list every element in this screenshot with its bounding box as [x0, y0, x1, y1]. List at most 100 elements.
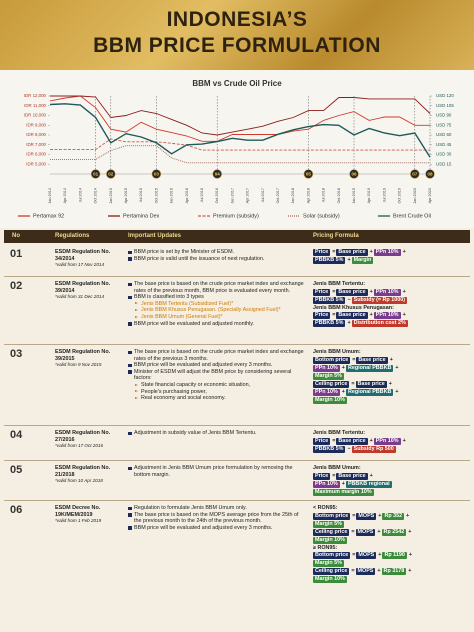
marker [349, 169, 359, 179]
marker [90, 169, 101, 179]
formula-operator: = [351, 568, 355, 575]
y2-tick-label: USD 75 [436, 122, 452, 127]
update-item: The base price is based on the crude pri… [128, 281, 306, 294]
x-tick-label: Oct 2019 [398, 188, 402, 203]
formula-operator: + [388, 380, 392, 387]
x-tick-label: Jul 2014 [78, 188, 82, 202]
update-item: Adjustment in Jenis BBM Umum price formu… [128, 465, 306, 478]
y-tick-label: IDR 6,000 [26, 152, 46, 157]
x-tick-label: Jul 2016 [200, 188, 204, 202]
series-line [50, 95, 431, 136]
y-tick-label: IDR 9,000 [26, 122, 46, 127]
formula-term: Bottom price [313, 512, 351, 520]
formula-term: Base price [336, 312, 368, 320]
formula-operator: = [352, 356, 356, 363]
update-item: BBM price is set by the Minister of ESDM… [128, 249, 306, 256]
formula-operator: + [395, 388, 399, 395]
row-separator [4, 344, 470, 345]
valid-date: *valid from 31 Dec 2014 [55, 294, 105, 300]
formula-term: Margin 5% [313, 520, 344, 528]
formula-line: Maximum margin 10% [313, 488, 471, 496]
marker-label: 06 [351, 171, 357, 176]
formula-line: Ceiling price = MOPS + Rp 3178 + [313, 568, 471, 576]
formula-operator: + [341, 364, 345, 371]
row-number: 04 [10, 429, 23, 441]
regulation: ESDM Regulation No. 39/2015 *valid from 9… [55, 349, 123, 369]
regulation-name: ESDM Regulation No. 39/2014 [55, 281, 111, 294]
formula-term: Bottom price [313, 552, 351, 560]
formula-line: Price = Base price + PPn 10% + [313, 288, 471, 296]
updates: Adjustment in subsidy value of Jenis BBM… [128, 430, 306, 437]
formula-term: PBBKB regional [345, 480, 392, 488]
formula-term: PBBKB 5% [313, 320, 346, 328]
formula-operator: = [332, 288, 336, 295]
column-header: No [12, 233, 20, 239]
formula-line: PBBKB 5% + Distribution cost 2% [313, 320, 471, 328]
formula-term: Margin [351, 257, 374, 264]
marker [409, 169, 420, 179]
row-separator [4, 425, 470, 426]
x-tick-label: Jul 2019 [382, 188, 386, 202]
formula-term: Price [313, 472, 331, 480]
formula-operator: + [408, 528, 412, 535]
formula-term: PBBKB 5% [313, 445, 346, 453]
y2-tick-label: USD 30 [436, 152, 452, 157]
legend-label: Brent Crude Oil [393, 213, 431, 219]
formula: Jenis BBM Tertentu: Price = Base price + PPn … [313, 429, 471, 454]
formula-operator: + [395, 364, 399, 371]
formula-term: Margin 10% [313, 536, 347, 544]
formula-term: MOPS [356, 552, 377, 560]
formula-term: Ceiling price [313, 528, 350, 536]
formula-term: Base price [336, 437, 368, 445]
regulation: ESDM Regulation No. 39/2014 *valid from 3… [55, 281, 123, 301]
marker-label: 08 [427, 171, 433, 176]
formula-operator: + [402, 312, 406, 319]
marker-label: 04 [215, 171, 221, 176]
column-header: Regulations [55, 233, 90, 239]
title-line: BBM PRICE FORMULATION [93, 34, 381, 57]
row-number: 03 [10, 348, 23, 360]
formula-term: PPn 10% [373, 437, 401, 445]
formula-line: Margin 10% [313, 396, 471, 404]
regulation-name: ESDM Regulation No. 21/2018 [55, 465, 111, 478]
chart-title: BBM vs Crude Oil Price [192, 79, 282, 88]
update-subitem: Jenis BBM Umum (General Fuel)* [128, 314, 306, 321]
marker [425, 169, 435, 179]
row-number: 06 [10, 504, 23, 516]
x-tick-label: Oct 2014 [94, 188, 98, 203]
x-tick-label: Apr 2014 [63, 188, 67, 203]
series-line [50, 145, 430, 164]
formula-operator: + [341, 388, 345, 395]
regulation-name: ESDM Regulation No. 39/2015 [55, 349, 111, 362]
formula-operator: + [369, 312, 373, 319]
update-item: The base price is based on the crude pri… [128, 349, 306, 362]
marker-label: 05 [306, 171, 312, 176]
row-separator [4, 276, 470, 277]
marker-label: 03 [154, 171, 160, 176]
y2-tick-label: USD 105 [436, 103, 454, 108]
formula-term: Base price [336, 249, 368, 256]
formula-line: Ceiling price = Base price + [313, 380, 471, 388]
x-tick-label: Jan 2020 [413, 188, 417, 204]
updates: Regulation to formulate Jenis BBM Umum o… [128, 505, 306, 531]
legend-label: Solar (subsidy) [303, 213, 340, 219]
formula-line: Price = Base price + PPn 10% + [313, 312, 471, 320]
formula-operator: + [408, 552, 412, 559]
formula: Jenis BBM Tertentu: Price = Base price + PPn … [313, 280, 471, 328]
formula: Price = Base price + PPn 10% + PBBKB 5% + Margin [313, 248, 471, 265]
legend-label: Pertamax 92 [33, 213, 64, 219]
formula-term: Rp 1190 [382, 552, 407, 560]
update-item: BBM price will be evaluated and adjusted… [128, 362, 306, 369]
valid-date: *valid from 17 Oct 2016 [55, 443, 104, 449]
update-item: Regulation to formulate Jenis BBM Umum o… [128, 505, 306, 512]
formula-line: Bottom price = MOPS + Rp 352 + [313, 512, 471, 520]
formula-operator: + [402, 288, 406, 295]
formula-term: Base price [355, 380, 387, 388]
x-tick-label: Apr 2018 [306, 188, 310, 203]
formula-term: Subsidy (= Rp 1000) [351, 296, 408, 304]
updates: Adjustment in Jenis BBM Umum price formu… [128, 465, 306, 478]
update-subitem: Jenis BBM Khusus Penugasan. (Specially A… [128, 307, 306, 314]
header: INDONESIA’S BBM PRICE FORMULATION [0, 0, 474, 70]
valid-date: *valid from 9 Nov 2015 [55, 362, 102, 368]
